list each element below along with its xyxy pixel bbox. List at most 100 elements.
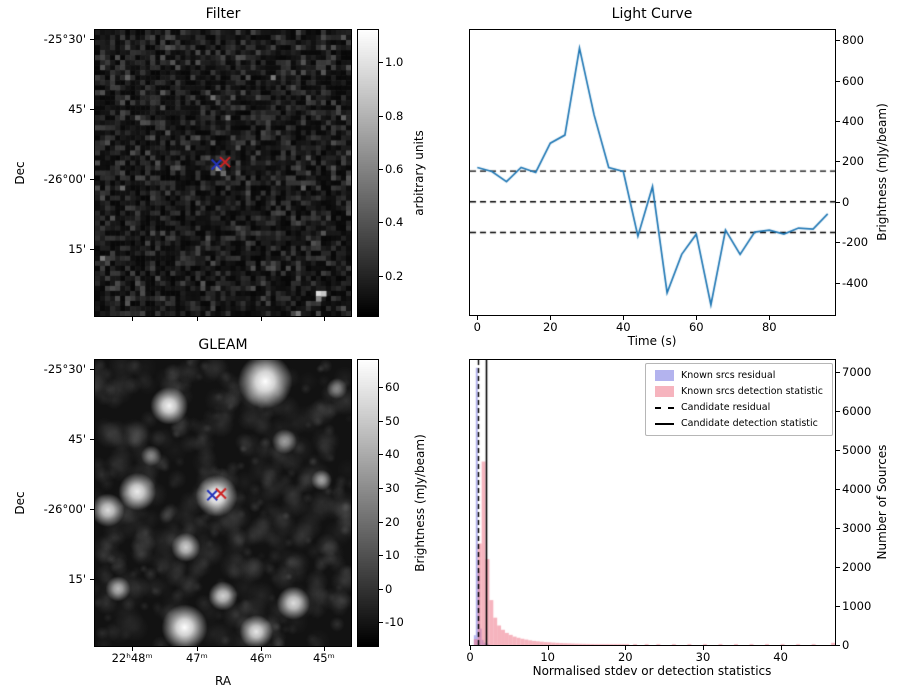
tick-mark [836, 566, 840, 568]
tick-label: 800 [842, 33, 864, 48]
tick-label: 0.6 [385, 161, 404, 176]
legend-item-known-detection: Known srcs detection statistic [655, 386, 823, 397]
tick-label: 46ᵐ [249, 651, 272, 665]
legend-item-candidate-residual: Candidate residual [655, 402, 823, 413]
tick-mark [379, 588, 383, 590]
dashed-line-sample [655, 406, 674, 409]
gleam-image-axes [94, 359, 352, 647]
tick-mark [90, 108, 94, 110]
tick-mark [836, 282, 840, 284]
tick-mark [836, 371, 840, 373]
tick-mark [702, 646, 704, 650]
tick-mark [379, 555, 383, 557]
tick-label: 40 [615, 320, 631, 334]
tick-mark [379, 115, 383, 117]
tick-label: 0 [842, 638, 850, 652]
legend-item-candidate-detection: Candidate detection statistic [655, 418, 823, 429]
tick-mark [379, 168, 383, 170]
tick-label: 0.4 [385, 215, 404, 230]
tick-mark [90, 248, 94, 250]
tick-label: -400 [842, 275, 869, 290]
tick-label: 10 [385, 548, 400, 563]
histogram-legend: Known srcs residual Known srcs detection… [645, 363, 833, 436]
tick-mark [132, 647, 134, 651]
tick-label: 15' [68, 571, 86, 586]
tick-label: 0.8 [385, 108, 404, 123]
tick-mark [836, 161, 840, 163]
tick-mark [379, 62, 383, 64]
tick-mark [625, 646, 627, 650]
light-curve-plot [470, 30, 835, 315]
legend-label: Candidate residual [681, 402, 771, 413]
tick-label: 1000 [842, 598, 872, 613]
gleam-colorbar-gradient [358, 360, 378, 646]
tick-mark [836, 410, 840, 412]
tick-mark [836, 120, 840, 122]
tick-mark [477, 316, 479, 320]
tick-mark [836, 645, 840, 646]
light-curve-panel-title: Light Curve [611, 6, 693, 22]
tick-mark [780, 646, 782, 650]
filter-image-axes [94, 29, 352, 317]
tick-label: 80 [761, 320, 777, 334]
gleam-colorbar-label: Brightness (mJy/beam) [413, 434, 427, 572]
filter-colorbar-gradient [358, 30, 378, 316]
tick-label: -25°30' [43, 31, 86, 46]
tick-label: 20 [617, 650, 633, 664]
tick-mark [379, 622, 383, 624]
tick-label: 45ᵐ [312, 651, 335, 665]
tick-mark [550, 316, 552, 320]
tick-mark [379, 454, 383, 456]
tick-label: 40 [773, 650, 788, 664]
tick-mark [836, 80, 840, 82]
tick-mark [323, 647, 325, 651]
tick-mark [836, 449, 840, 451]
tick-mark [90, 368, 94, 370]
tick-label: 1.0 [385, 55, 404, 70]
tick-label: 45' [68, 431, 86, 446]
tick-mark [836, 242, 840, 244]
tick-label: 200 [842, 154, 864, 169]
tick-mark [260, 647, 262, 651]
gleam-colorbar [357, 359, 379, 647]
tick-mark [379, 420, 383, 422]
filter-image [95, 30, 351, 316]
tick-mark [379, 386, 383, 388]
tick-mark [196, 647, 198, 651]
filter-colorbar [357, 29, 379, 317]
tick-mark [836, 40, 840, 42]
tick-label: 22ʰ48ᵐ [111, 651, 153, 665]
gleam-x-axis-label: RA [214, 674, 232, 688]
tick-label: 0 [473, 320, 481, 334]
tick-mark [90, 578, 94, 580]
tick-label: 600 [842, 73, 864, 88]
tick-label: 60 [688, 320, 704, 334]
tick-mark [769, 316, 771, 320]
tick-label: 0 [466, 650, 474, 664]
legend-label: Known srcs detection statistic [681, 386, 823, 397]
tick-mark [379, 521, 383, 523]
tick-mark [547, 646, 549, 650]
legend-label: Known srcs residual [681, 370, 776, 381]
tick-label: 400 [842, 113, 864, 128]
tick-label: 2000 [842, 559, 872, 574]
tick-mark [323, 317, 325, 321]
tick-mark [836, 527, 840, 529]
tick-mark [379, 487, 383, 489]
tick-label: 0 [385, 581, 393, 596]
tick-label: 3000 [842, 520, 872, 535]
tick-label: 30 [385, 480, 400, 495]
light-curve-x-axis-label: Time (s) [627, 334, 677, 348]
tick-label: -200 [842, 235, 869, 250]
tick-mark [90, 178, 94, 180]
histogram-y-axis-label: Number of Sources [875, 444, 889, 560]
tick-label: 50 [385, 413, 400, 428]
tick-label: 6000 [842, 403, 872, 418]
tick-label: 5000 [842, 442, 872, 457]
light-curve-axes [469, 29, 836, 316]
gleam-image [95, 360, 351, 646]
tick-mark [836, 488, 840, 490]
filter-colorbar-label: arbitrary units [412, 130, 426, 216]
tick-label: 7000 [842, 364, 872, 379]
solid-line-sample [655, 422, 674, 425]
